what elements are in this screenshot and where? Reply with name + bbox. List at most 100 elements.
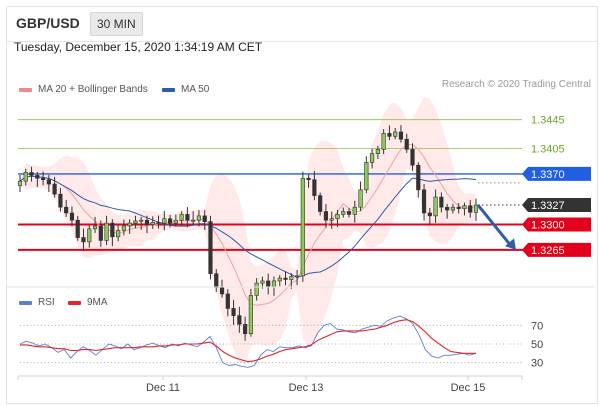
legend-ma50: MA 50 bbox=[162, 84, 209, 95]
x-tick-label-0: Dec 11 bbox=[146, 382, 180, 394]
x-tick-label-1: Dec 13 bbox=[289, 382, 324, 394]
ma9-swatch bbox=[68, 300, 81, 305]
bollinger-swatch bbox=[19, 87, 32, 92]
candle-body bbox=[179, 214, 184, 221]
candle-body bbox=[243, 324, 248, 335]
candle-body bbox=[473, 204, 479, 213]
rsi-tick-label-1: 50 bbox=[531, 339, 543, 351]
candle-body bbox=[156, 222, 161, 224]
candle-body bbox=[289, 276, 294, 280]
candle-body bbox=[439, 196, 444, 208]
candle-body bbox=[64, 206, 69, 214]
candle-body bbox=[185, 214, 190, 221]
level-label-3: 1.3327 bbox=[531, 200, 565, 212]
candle-body bbox=[144, 219, 150, 225]
candle-body bbox=[219, 287, 225, 295]
candle-body bbox=[352, 206, 357, 215]
candle-body bbox=[266, 280, 271, 288]
candle-body bbox=[208, 221, 213, 275]
timeframe-button[interactable]: 30 MIN bbox=[90, 12, 143, 36]
level-tags: 1.3445 1.3405 1.3370 1.3327 1.3300 1.3265 bbox=[522, 115, 591, 257]
candle-body bbox=[358, 189, 363, 208]
candle-body bbox=[410, 149, 415, 166]
candle-body bbox=[173, 219, 178, 224]
ma50-swatch bbox=[162, 87, 175, 92]
candle-body bbox=[300, 177, 305, 277]
candle-body bbox=[433, 196, 438, 217]
rsi-panel: 70 50 30 bbox=[19, 315, 543, 370]
candle-body bbox=[283, 277, 288, 280]
candle-body bbox=[346, 211, 352, 215]
candle-body bbox=[87, 228, 92, 243]
moving-averages bbox=[19, 143, 477, 306]
forecast-arrow-shaft bbox=[476, 204, 513, 247]
candle-body bbox=[110, 222, 115, 238]
candle-body bbox=[116, 230, 121, 238]
rsi-line bbox=[19, 315, 477, 368]
forecast-arrow-head bbox=[504, 238, 516, 250]
candle-body bbox=[277, 277, 282, 282]
candle-body bbox=[29, 172, 34, 176]
candle-body bbox=[231, 308, 236, 316]
level-label-5: 1.3265 bbox=[531, 245, 565, 257]
level-label-1: 1.3405 bbox=[531, 144, 565, 156]
candle-body bbox=[329, 218, 334, 221]
candle-body bbox=[260, 280, 265, 284]
timestamp: Tuesday, December 15, 2020 1:34:19 AM CE… bbox=[14, 40, 263, 54]
candle-body bbox=[445, 206, 450, 211]
candle-body bbox=[191, 219, 196, 222]
level-label-4: 1.3300 bbox=[531, 220, 565, 232]
research-credit: Research © 2020 Trading Central bbox=[441, 79, 591, 90]
candle-body bbox=[139, 219, 144, 222]
legend-bollinger-label: MA 20 + Bollinger Bands bbox=[38, 84, 148, 95]
legend-rsi: RSI bbox=[19, 297, 55, 308]
candle-body bbox=[335, 214, 340, 220]
x-axis: Dec 11 Dec 13 Dec 15 bbox=[17, 375, 523, 394]
legend-bollinger: MA 20 + Bollinger Bands bbox=[19, 84, 148, 95]
candle-body bbox=[375, 149, 380, 154]
x-tick-label-2: Dec 15 bbox=[451, 382, 486, 394]
candle-body bbox=[421, 189, 427, 214]
candle-body bbox=[312, 179, 317, 196]
level-tag-5 bbox=[522, 242, 591, 257]
candle-body bbox=[121, 225, 126, 231]
candle-body bbox=[196, 215, 202, 221]
level-tag-3 bbox=[522, 198, 591, 213]
rsi-ma9-line bbox=[20, 319, 476, 363]
candle-body bbox=[271, 280, 277, 288]
candle-body bbox=[456, 206, 461, 209]
candle-body bbox=[450, 206, 456, 211]
candle-body bbox=[23, 172, 28, 182]
candle-body bbox=[404, 138, 409, 150]
candle-body bbox=[427, 212, 432, 217]
ma50-line bbox=[19, 175, 477, 279]
currency-pair-title: GBP/USD bbox=[16, 15, 80, 31]
candle-body bbox=[294, 275, 300, 278]
candle-body bbox=[167, 218, 173, 224]
candle-body bbox=[323, 211, 329, 221]
candle-body bbox=[364, 162, 369, 191]
candle-body bbox=[162, 218, 167, 224]
candle-body bbox=[416, 164, 421, 191]
candle-body bbox=[52, 183, 57, 195]
rsi-tick-label-2: 30 bbox=[531, 358, 543, 370]
candle-body bbox=[381, 133, 386, 150]
ma20-line bbox=[19, 143, 477, 306]
candle-body bbox=[318, 195, 323, 212]
level-tag-4 bbox=[522, 217, 591, 232]
candle-body bbox=[104, 222, 109, 241]
candle-body bbox=[254, 282, 259, 296]
candle-body bbox=[17, 180, 23, 186]
legend-9ma: 9MA bbox=[68, 297, 108, 308]
candle-body bbox=[306, 177, 311, 181]
level-label-0: 1.3445 bbox=[531, 115, 565, 127]
candle-body bbox=[370, 153, 375, 163]
candle-body bbox=[75, 219, 80, 238]
candle-body bbox=[35, 175, 40, 179]
candle-body bbox=[468, 205, 473, 213]
candle-body bbox=[225, 293, 230, 309]
candle-body bbox=[46, 179, 51, 185]
candle-body bbox=[462, 205, 467, 209]
candle-body bbox=[58, 193, 63, 208]
